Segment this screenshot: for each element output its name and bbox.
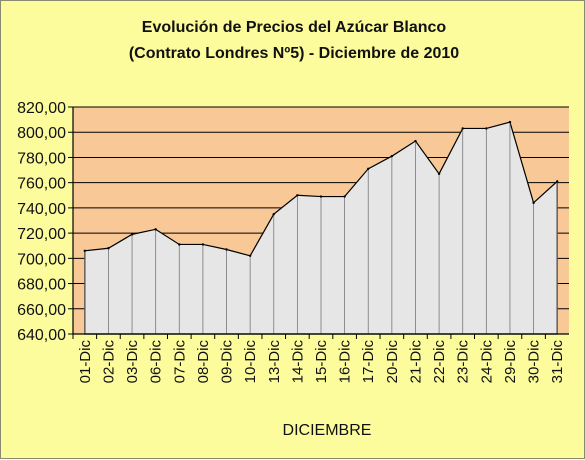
data-point xyxy=(107,247,110,250)
y-tick-label: 760,00 xyxy=(17,176,66,193)
chart-title-line2: (Contrato Londres Nº5) - Diciembre de 20… xyxy=(129,45,459,62)
data-point xyxy=(83,249,87,252)
x-tick-label: 29-Dic xyxy=(502,340,519,384)
data-point xyxy=(390,154,394,158)
data-point xyxy=(343,195,346,198)
data-point xyxy=(225,248,228,251)
data-point xyxy=(296,194,299,197)
x-tick-label: 03-Dic xyxy=(124,340,141,384)
x-axis-title: DICIEMBRE xyxy=(283,422,372,439)
data-point xyxy=(555,180,559,183)
x-tick-label: 02-Dic xyxy=(100,340,117,384)
y-tick-label: 800,00 xyxy=(17,125,66,142)
data-point xyxy=(201,243,205,246)
data-point xyxy=(437,172,441,176)
y-tick-label: 640,00 xyxy=(17,327,66,344)
x-tick-label: 13-Dic xyxy=(266,340,283,384)
x-tick-label: 22-Dic xyxy=(431,340,448,384)
y-tick-label: 720,00 xyxy=(17,226,66,243)
y-tick-label: 780,00 xyxy=(17,150,66,167)
chart-title-line1: Evolución de Precios del Azúcar Blanco xyxy=(142,19,447,36)
x-tick-label: 15-Dic xyxy=(313,340,330,384)
data-point xyxy=(367,167,370,170)
y-tick-label: 660,00 xyxy=(17,302,66,319)
x-tick-label: 01-Dic xyxy=(77,340,94,384)
data-point xyxy=(154,228,157,231)
y-tick-label: 680,00 xyxy=(17,277,66,294)
x-tick-label: 08-Dic xyxy=(195,340,212,384)
x-tick-label: 23-Dic xyxy=(455,340,472,384)
x-tick-label: 17-Dic xyxy=(360,340,377,384)
data-point xyxy=(508,120,512,124)
data-point xyxy=(130,233,134,236)
data-point xyxy=(178,243,181,246)
y-tick-label: 740,00 xyxy=(17,201,66,218)
x-tick-label: 10-Dic xyxy=(242,340,259,384)
data-area xyxy=(72,107,569,335)
data-point xyxy=(485,127,488,130)
y-axis-ticks: 640,00 660,00 680,00 700,00 720,00 740,00 760,… xyxy=(17,100,66,344)
data-point xyxy=(319,195,323,198)
data-point xyxy=(532,201,535,205)
data-point xyxy=(461,127,464,130)
x-axis-ticks: 01-Dic 02-Dic 03-Dic 06-Dic 07-Dic 08-Dic 09-D… xyxy=(72,334,566,384)
x-tick-label: 09-Dic xyxy=(219,340,236,384)
x-tick-label: 20-Dic xyxy=(384,340,401,384)
y-tick-label: 700,00 xyxy=(17,251,66,268)
x-tick-label: 14-Dic xyxy=(289,340,306,384)
x-tick-label: 21-Dic xyxy=(407,340,424,384)
x-tick-label: 24-Dic xyxy=(478,340,495,384)
x-tick-label: 16-Dic xyxy=(337,340,354,384)
y-tick-label: 820,00 xyxy=(17,100,66,117)
data-point xyxy=(272,212,275,216)
x-tick-label: 07-Dic xyxy=(171,340,188,384)
x-tick-label: 31-Dic xyxy=(549,340,566,384)
data-point xyxy=(248,254,252,258)
data-point xyxy=(414,139,417,143)
x-tick-label: 30-Dic xyxy=(526,340,543,384)
x-tick-label: 06-Dic xyxy=(148,340,165,384)
